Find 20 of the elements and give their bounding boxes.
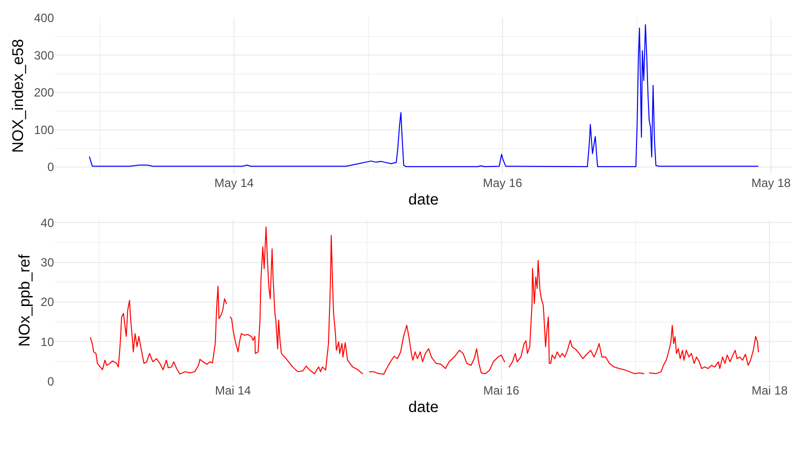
x-tick-label: Mai 14 [214,384,252,398]
y-tick-label: 0 [47,160,54,174]
x-tick-label: May 18 [751,176,792,190]
x-axis-title: date [408,398,439,416]
y-tick-label: 20 [40,295,54,310]
y-tick-label: 30 [40,256,54,270]
y-axis-title: NOX_index_e58 [10,38,28,153]
y-tick-label: 100 [34,122,54,137]
y-tick-label: 10 [40,334,54,349]
x-axis-title: date [408,191,439,208]
y-tick-label: 300 [34,48,54,62]
y-tick-label: 0 [47,374,54,388]
y-tick-label: 200 [34,86,54,100]
y-tick-label: 400 [34,11,54,26]
x-tick-label: Mai 16 [483,384,520,398]
x-tick-label: May 16 [482,176,523,190]
x-tick-label: Mai 18 [752,384,788,398]
y-tick-label: 40 [40,216,54,230]
x-tick-label: May 14 [214,176,254,190]
y-axis-title: NOx_ppb_ref [16,254,34,347]
